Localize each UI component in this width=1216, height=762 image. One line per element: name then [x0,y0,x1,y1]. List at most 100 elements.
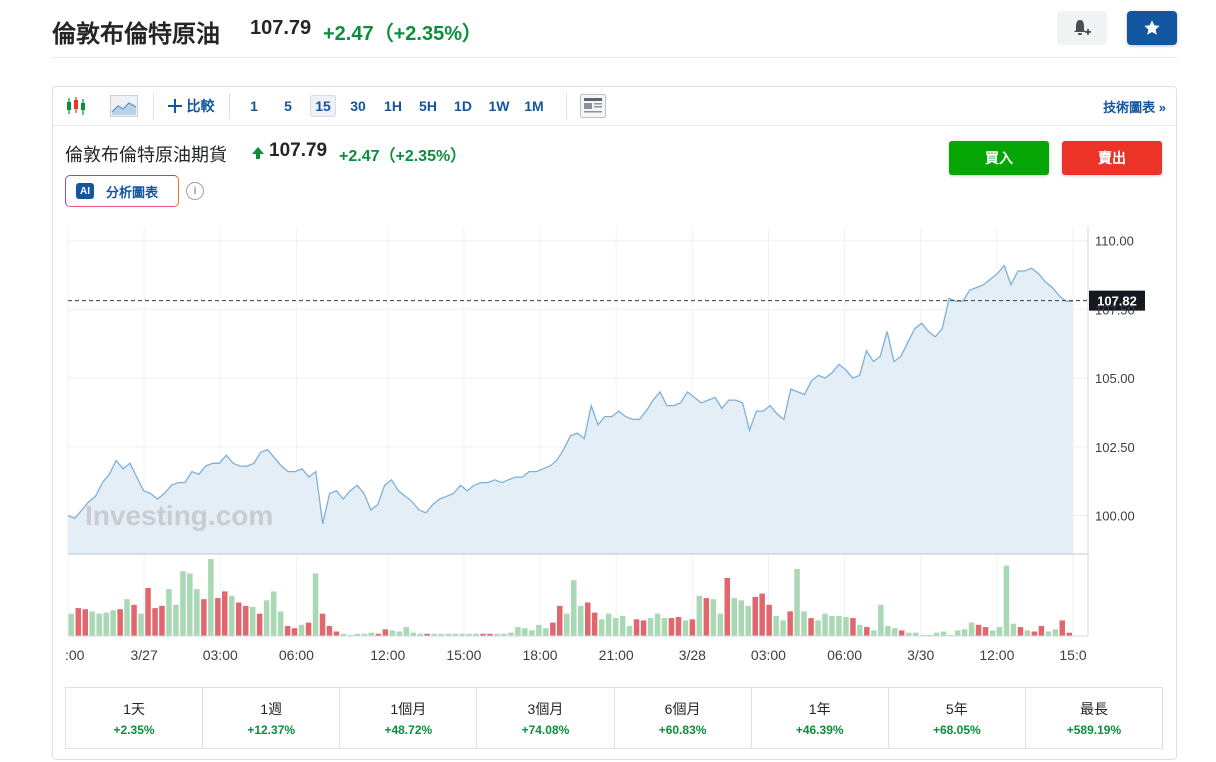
current-price-tag [1089,290,1145,311]
interval-1w[interactable]: 1W [488,98,510,114]
volume-bar [640,620,647,636]
area-type-button[interactable] [109,95,139,117]
investing-watermark: Investing.com [85,500,273,531]
buy-button[interactable]: 買入 [949,141,1049,175]
perf-value: +46.39% [795,723,844,737]
volume-bar [1059,620,1065,636]
star-icon [1144,20,1160,35]
volume-bar [619,615,626,636]
x-tick-label: 03:00 [751,647,786,663]
volume-bar [173,604,179,636]
volume-bar [696,595,703,636]
perf-cell-1m[interactable]: 1個月 +48.72% [340,688,478,748]
volume-bar [1010,623,1017,636]
volume-bar [487,633,493,636]
volume-bar [312,573,319,636]
perf-cell-1y[interactable]: 1年 +46.39% [752,688,889,748]
volume-bar [131,604,137,636]
volume-bar [166,589,172,636]
perf-label: 最長 [1079,701,1108,717]
volume-bar [829,615,835,636]
volume-bar [452,633,458,636]
ai-analysis-button[interactable]: AI 分析圖表 [65,175,179,207]
volume-bar [236,602,242,636]
volume-bar [319,613,326,636]
volume-bar [410,632,416,636]
futures-change: +2.47（+2.35%） [339,148,467,165]
candlestick-icon [67,97,85,115]
info-icon[interactable]: i [186,182,204,200]
volume-bar [89,611,95,636]
interval-5h[interactable]: 5H [419,98,437,114]
volume-bar [473,633,479,636]
technical-chart-link[interactable]: 技術圖表 » [1103,100,1166,115]
volume-bar [1017,627,1024,636]
volume-bar [1031,631,1038,636]
perf-cell-1d[interactable]: 1天 +2.35% [66,688,204,748]
volume-bar [975,624,982,636]
volume-bar [724,578,730,636]
volume-bar [633,619,640,636]
volume-bar [1003,565,1010,636]
news-overlay-button[interactable] [579,94,607,118]
volume-bar [759,593,765,636]
price-area [68,265,1073,554]
volume-bar [459,633,465,636]
volume-bar [201,599,207,636]
volume-bar [864,627,870,636]
perf-cell-3m[interactable]: 3個月 +74.08% [477,688,615,748]
volume-bar [682,620,689,636]
perf-label: 1個月 [390,701,427,717]
volume-bar [703,598,710,636]
interval-5[interactable]: 5 [284,98,292,114]
volume-bar [933,632,940,636]
interval-1[interactable]: 1 [250,98,258,114]
volume-bar [780,620,786,636]
perf-label: 1年 [808,701,831,717]
plus-icon [167,99,182,113]
interval-1d[interactable]: 1D [454,98,472,114]
interval-30[interactable]: 30 [350,98,366,114]
perf-cell-1w[interactable]: 1週 +12.37% [203,688,341,748]
volume-bar [892,628,898,636]
chart-panel: 比較 1 5 15 30 1H 5H 1D 1W 1M 技術圖表 » 倫敦布倫特… [52,86,1177,760]
perf-value: +589.19% [1066,723,1122,737]
volume-bar [557,605,563,636]
volume-bar [333,631,340,636]
sell-button[interactable]: 賣出 [1062,141,1162,175]
interval-1h[interactable]: 1H [384,98,402,114]
candlestick-type-button[interactable] [63,95,89,117]
volume-bar [263,600,270,636]
interval-1m[interactable]: 1M [524,98,544,114]
volume-bar [585,602,591,636]
volume-bar [815,620,821,636]
volume-bar [982,627,989,636]
toolbar-divider [566,93,567,119]
interval-15[interactable]: 15 [310,95,336,117]
instrument-price: 107.79 [250,17,312,39]
volume-bar [96,613,102,636]
volume-bar [291,628,298,636]
volume-bar [347,634,354,636]
x-tick-label: 12:00 [370,647,405,663]
add-watchlist-button[interactable] [1127,11,1177,45]
x-tick-label: 15:00 [446,647,481,663]
perf-cell-max[interactable]: 最長 +589.19% [1026,688,1162,748]
volume-bar [270,591,277,636]
volume-bar [250,607,256,636]
y-tick-label: 105.00 [1095,371,1135,386]
perf-cell-6m[interactable]: 6個月 +60.83% [615,688,752,748]
volume-bar [989,630,996,636]
volume-bar [794,569,800,636]
price-chart[interactable]: Investing.com 107.82 110.00 107.50 105.00 102… [53,87,1176,677]
perf-cell-5y[interactable]: 5年 +68.05% [889,688,1026,748]
y-tick-label: 102.50 [1095,440,1135,455]
add-alert-button[interactable] [1057,11,1107,45]
volume-bar [717,613,724,636]
volume-bar [103,612,109,636]
volume-bar [857,624,863,636]
compare-button[interactable]: 比較 [163,95,219,117]
volume-bar [438,633,444,636]
current-price-label: 107.82 [1097,294,1137,309]
volume-bar [571,580,577,636]
